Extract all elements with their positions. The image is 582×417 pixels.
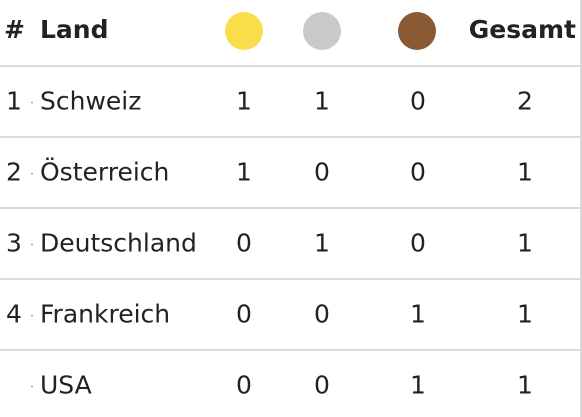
gold-count: 0 (236, 300, 252, 329)
dot (31, 172, 33, 175)
bronze-count: 0 (410, 229, 426, 258)
gold-count: 1 (236, 87, 252, 116)
header-country: Land (40, 15, 109, 44)
silver-count: 1 (314, 87, 330, 116)
country: Österreich (40, 158, 169, 187)
total-count: 1 (517, 371, 533, 400)
total-count: 2 (517, 87, 533, 116)
country: Deutschland (40, 229, 197, 258)
bronze-count: 0 (410, 87, 426, 116)
rank: 3 (6, 229, 22, 258)
dot (31, 314, 33, 317)
dot (31, 243, 33, 246)
gold-icon (225, 12, 263, 50)
silver-count: 0 (314, 300, 330, 329)
header-rank: # (4, 15, 25, 44)
gold-count: 0 (236, 229, 252, 258)
dot (31, 101, 33, 104)
header-total: Gesamt (469, 15, 576, 44)
dot (31, 385, 33, 388)
rank: 1 (6, 87, 22, 116)
rank: 4 (6, 300, 22, 329)
silver-count: 0 (314, 158, 330, 187)
bronze-count: 1 (410, 300, 426, 329)
country: USA (40, 371, 92, 400)
gold-count: 0 (236, 371, 252, 400)
silver-icon (303, 12, 341, 50)
bronze-icon (398, 12, 436, 50)
bronze-count: 1 (410, 371, 426, 400)
total-count: 1 (517, 229, 533, 258)
bronze-count: 0 (410, 158, 426, 187)
country: Frankreich (40, 300, 170, 329)
silver-count: 1 (314, 229, 330, 258)
total-count: 1 (517, 300, 533, 329)
silver-count: 0 (314, 371, 330, 400)
rank: 2 (6, 158, 22, 187)
country: Schweiz (40, 87, 141, 116)
gold-count: 1 (236, 158, 252, 187)
total-count: 1 (517, 158, 533, 187)
